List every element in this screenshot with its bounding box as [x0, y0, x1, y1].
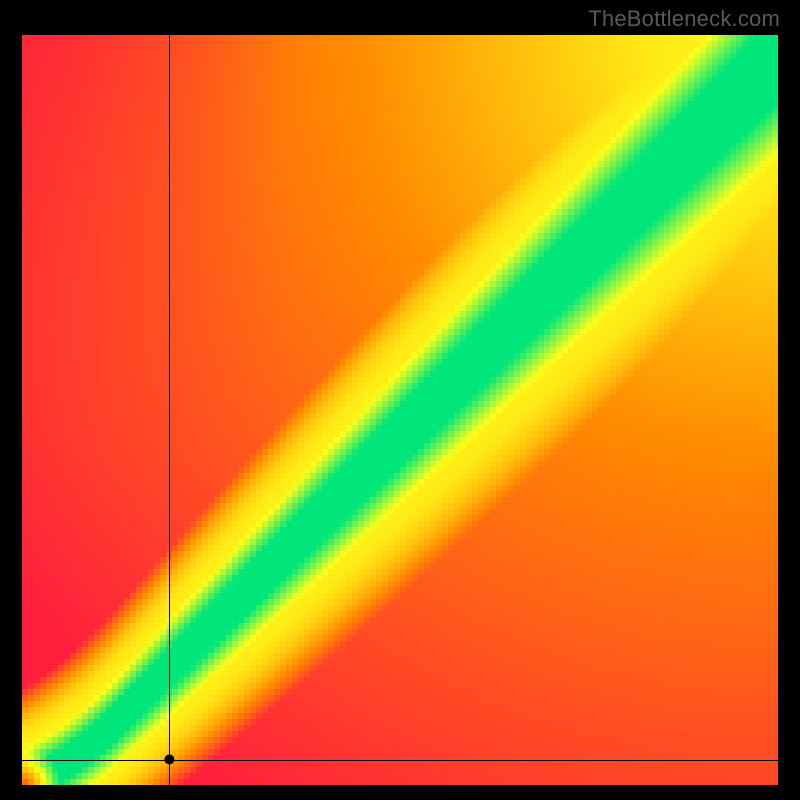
watermark-text: TheBottleneck.com: [588, 6, 780, 32]
crosshair-overlay: [0, 0, 800, 800]
chart-container: TheBottleneck.com: [0, 0, 800, 800]
